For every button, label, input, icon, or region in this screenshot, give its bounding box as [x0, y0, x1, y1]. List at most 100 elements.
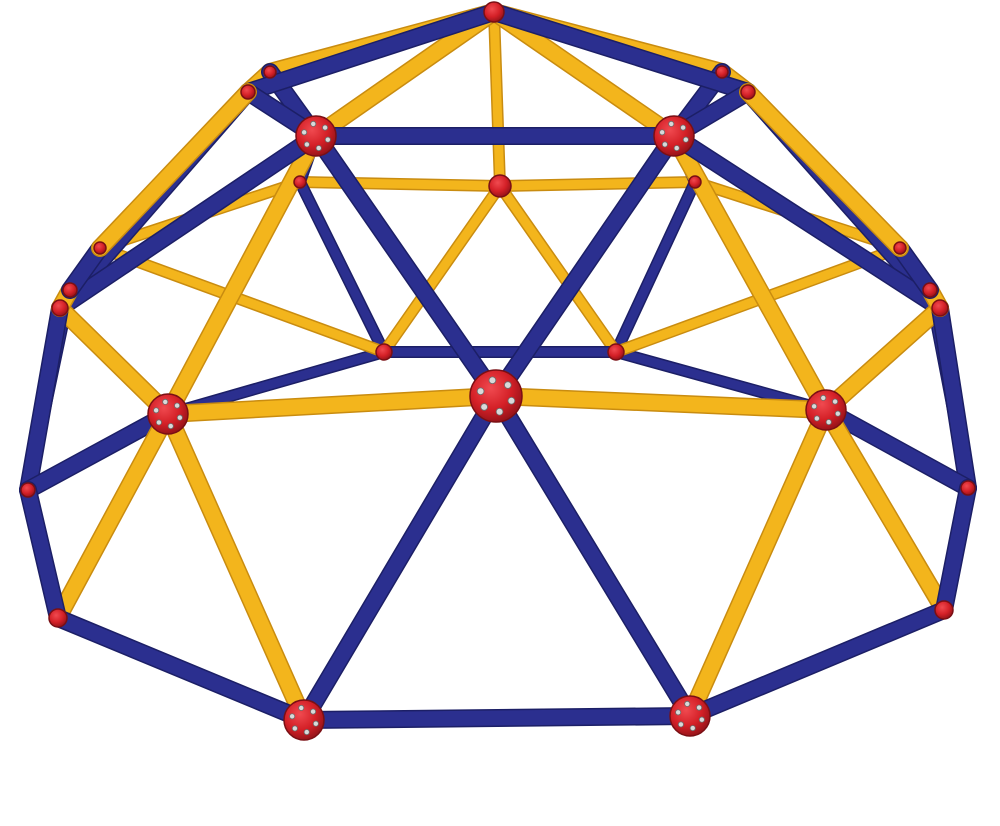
bolt: [322, 124, 329, 131]
bolt: [689, 725, 696, 732]
hub-plate-lL: [293, 175, 307, 189]
bolt: [301, 129, 308, 136]
front-strut-30: [818, 402, 952, 618]
front-strut-37: [50, 610, 312, 728]
front-strut-21: [160, 388, 504, 422]
front-strut-33: [160, 406, 312, 728]
hub-plate-fL: [51, 299, 69, 317]
back-strut-12: [95, 243, 389, 357]
front-strut-27: [20, 406, 176, 498]
bolt: [289, 713, 296, 720]
bolt: [696, 704, 703, 711]
front-strut-34: [682, 402, 834, 724]
hub-plate-bR: [669, 695, 711, 737]
front-strut-2: [308, 4, 502, 144]
front-strut-3: [486, 4, 682, 144]
bolt: [834, 410, 841, 417]
back-strut-2: [489, 7, 505, 191]
bolt: [315, 145, 322, 152]
front-strut-28: [818, 402, 976, 496]
bolt: [155, 419, 162, 426]
hub-plate-sL: [93, 241, 107, 255]
front-strut-9: [240, 4, 502, 100]
front-strut-29: [50, 406, 176, 626]
front-strut-19: [52, 128, 324, 316]
bolt: [673, 145, 680, 152]
bolt: [303, 141, 310, 148]
bolt: [659, 129, 666, 136]
bolt: [661, 141, 668, 148]
front-strut-26: [932, 300, 976, 496]
bolt: [162, 398, 169, 405]
bolt: [811, 403, 818, 410]
hub-plate-mR: [805, 389, 847, 431]
hub-plate-apex: [483, 1, 505, 23]
hub-plate-wL: [20, 482, 36, 498]
hub-plates: [20, 1, 976, 741]
back-strut-1: [495, 177, 700, 191]
hub-plate-tR: [715, 65, 729, 79]
front-strut-36: [488, 388, 698, 724]
bolt: [488, 376, 497, 385]
bolt: [174, 402, 181, 409]
hub-plate-uL: [240, 84, 256, 100]
front-strut-17: [308, 128, 504, 404]
hub-plate-hL: [295, 115, 337, 157]
bolt: [668, 120, 675, 127]
back-strut-5: [379, 181, 505, 357]
hub-plate-fR: [931, 299, 949, 317]
hub-plate-mL: [147, 393, 189, 435]
bolt: [291, 725, 298, 732]
front-strut-22: [488, 388, 834, 418]
hub-plate-wR: [960, 480, 976, 496]
bolt: [507, 396, 516, 405]
hub-plate-tL: [263, 65, 277, 79]
bolt: [310, 120, 317, 127]
hub-plate-iR: [607, 343, 625, 361]
bolt: [495, 407, 504, 416]
hub-plate-eL: [62, 282, 78, 298]
bolt: [480, 403, 488, 411]
hub-plate-c: [469, 369, 523, 423]
bolt: [682, 136, 689, 143]
bolt: [476, 387, 485, 396]
bolt: [832, 398, 839, 405]
hub-plate-iL: [375, 343, 393, 361]
bolt: [504, 381, 512, 389]
front-strut-38: [682, 602, 952, 724]
back-strut-0: [295, 177, 505, 191]
bolt: [680, 124, 687, 131]
bolt: [312, 720, 319, 727]
hub-plate-hR: [653, 115, 695, 157]
front-strut-24: [818, 300, 948, 418]
bolt: [684, 700, 691, 707]
front-strut-18: [488, 128, 682, 404]
bolt: [303, 729, 310, 736]
bolt: [698, 716, 705, 723]
front-struts: [19, 3, 977, 729]
front-strut-20: [666, 128, 948, 316]
bolt: [820, 394, 827, 401]
bolt: [176, 414, 183, 421]
back-strut-6: [495, 181, 621, 357]
bolt: [153, 407, 160, 414]
bolt: [825, 419, 832, 426]
front-strut-25: [20, 300, 68, 498]
hub-plate-bL: [283, 699, 325, 741]
front-strut-44: [92, 84, 256, 256]
front-strut-35: [296, 388, 504, 728]
front-strut-31: [20, 482, 66, 626]
hub-plate-gL: [48, 608, 68, 628]
bolt: [813, 415, 820, 422]
hub-plate-uR: [740, 84, 756, 100]
front-strut-32: [936, 480, 976, 618]
hub-plate-sR: [893, 241, 907, 255]
back-strut-3: [295, 177, 389, 357]
bolt: [675, 709, 682, 716]
bolt: [310, 708, 317, 715]
front-strut-45: [740, 84, 908, 256]
bolt: [677, 721, 684, 728]
bolt: [324, 136, 331, 143]
hub-plate-eR: [922, 282, 938, 298]
